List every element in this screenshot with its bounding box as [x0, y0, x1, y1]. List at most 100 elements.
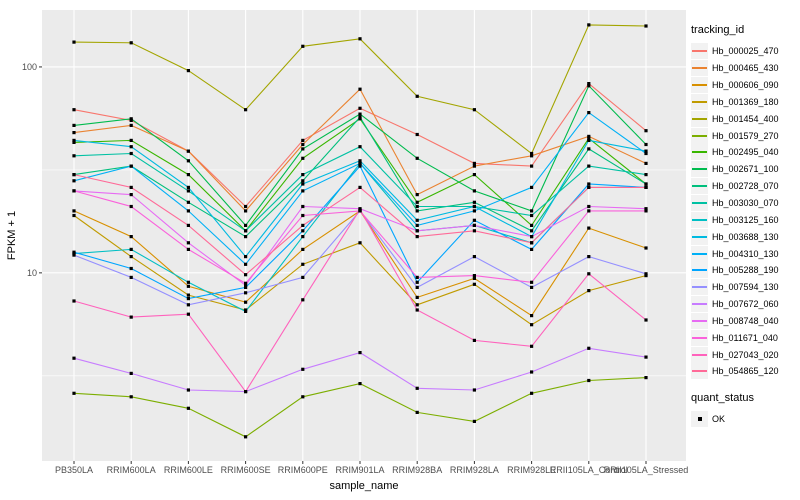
data-point: [72, 154, 76, 158]
legend-item-label: Hb_000465_430: [712, 63, 779, 74]
data-point: [358, 185, 362, 189]
data-point: [244, 229, 248, 233]
legend-key: [691, 60, 708, 77]
legend-line-swatch: [692, 319, 707, 322]
data-point: [415, 410, 419, 414]
data-point: [472, 200, 476, 204]
data-point: [587, 346, 591, 350]
data-point: [530, 391, 534, 395]
legend-key: [691, 178, 708, 195]
data-point: [301, 298, 305, 302]
data-point: [644, 185, 648, 189]
data-point: [415, 204, 419, 209]
data-point: [301, 179, 305, 183]
data-point: [587, 204, 591, 209]
data-point: [186, 297, 190, 301]
data-point: [415, 303, 419, 307]
legend-item-Hb_005288_190: Hb_005288_190: [691, 262, 799, 279]
data-point: [186, 388, 190, 392]
data-point: [186, 241, 190, 245]
data-point: [244, 285, 248, 289]
data-point: [301, 138, 305, 142]
legend-key: [691, 93, 708, 110]
legend-item-Hb_002495_040: Hb_002495_040: [691, 144, 799, 161]
data-point: [472, 161, 476, 165]
data-point: [72, 209, 76, 213]
data-point: [244, 435, 248, 439]
data-point: [415, 295, 419, 299]
legend-item-Hb_003030_070: Hb_003030_070: [691, 195, 799, 212]
data-point: [358, 106, 362, 110]
data-point: [244, 204, 248, 209]
data-point: [358, 164, 362, 168]
data-point: [472, 274, 476, 278]
x-tick-label: RRIM928LA: [450, 465, 499, 475]
data-point: [301, 235, 305, 239]
data-point: [587, 134, 591, 138]
data-point: [530, 247, 534, 251]
legend-item-label: Hb_001454_400: [712, 113, 779, 124]
legend-item-Hb_007672_060: Hb_007672_060: [691, 296, 799, 313]
legend-item-label: Hb_003125_160: [712, 214, 779, 225]
data-point: [587, 136, 591, 140]
legend-line-swatch: [692, 185, 707, 188]
legend-item-label: Hb_007672_060: [712, 299, 779, 310]
data-point: [644, 151, 648, 156]
data-point: [301, 223, 305, 227]
data-point: [72, 138, 76, 142]
data-point: [186, 312, 190, 316]
legend-line-swatch: [692, 134, 707, 137]
data-point: [587, 289, 591, 293]
legend-item-Hb_008748_040: Hb_008748_040: [691, 312, 799, 330]
legend-key: [691, 161, 708, 178]
data-point: [472, 276, 476, 280]
data-point: [301, 189, 305, 193]
legend-key: [691, 127, 708, 144]
data-point: [587, 84, 591, 88]
data-point: [415, 275, 419, 279]
data-point: [415, 209, 419, 213]
data-point: [415, 285, 419, 289]
data-point: [129, 138, 133, 142]
data-point: [587, 182, 591, 186]
data-point: [186, 149, 190, 153]
legend-item-label: Hb_005288_190: [712, 265, 779, 276]
data-point: [472, 255, 476, 259]
data-point: [472, 164, 476, 168]
data-point: [244, 255, 248, 259]
data-point: [587, 147, 591, 151]
x-tick-label: RRIM600SE: [221, 465, 271, 475]
data-point: [587, 226, 591, 230]
data-point: [186, 284, 190, 288]
legend-line-swatch: [692, 67, 707, 70]
legend-item-label: Hb_001369_180: [712, 96, 779, 107]
legend-key: [691, 296, 708, 313]
data-point: [186, 209, 190, 213]
legend-item-label: Hb_002728_070: [712, 181, 779, 192]
data-point: [358, 161, 362, 165]
legend-item-Hb_001579_270: Hb_001579_270: [691, 127, 799, 144]
legend-item-Hb_011671_040: Hb_011671_040: [691, 329, 799, 346]
legend-item-label: OK: [712, 414, 726, 425]
legend-item-label: Hb_054865_120: [712, 366, 779, 377]
data-point: [358, 37, 362, 41]
data-point: [644, 376, 648, 380]
legend-item-Hb_054865_120: Hb_054865_120: [691, 363, 799, 380]
data-point: [530, 209, 534, 213]
data-point: [472, 338, 476, 342]
data-point: [301, 247, 305, 251]
data-point: [587, 209, 591, 213]
data-point: [244, 283, 248, 287]
x-tick-label: RRIM901LA: [335, 465, 384, 475]
data-point: [587, 255, 591, 259]
legend: tracking_id Hb_000025_470 Hb_000465_430 Hb…: [691, 24, 799, 428]
data-point: [530, 213, 534, 218]
data-point: [72, 391, 76, 395]
data-point: [301, 262, 305, 266]
data-point: [301, 204, 305, 209]
data-point: [186, 293, 190, 297]
data-point: [358, 207, 362, 212]
x-tick-label: PB350LA: [55, 465, 93, 475]
legend-line-swatch: [692, 252, 707, 255]
data-point: [530, 151, 534, 156]
